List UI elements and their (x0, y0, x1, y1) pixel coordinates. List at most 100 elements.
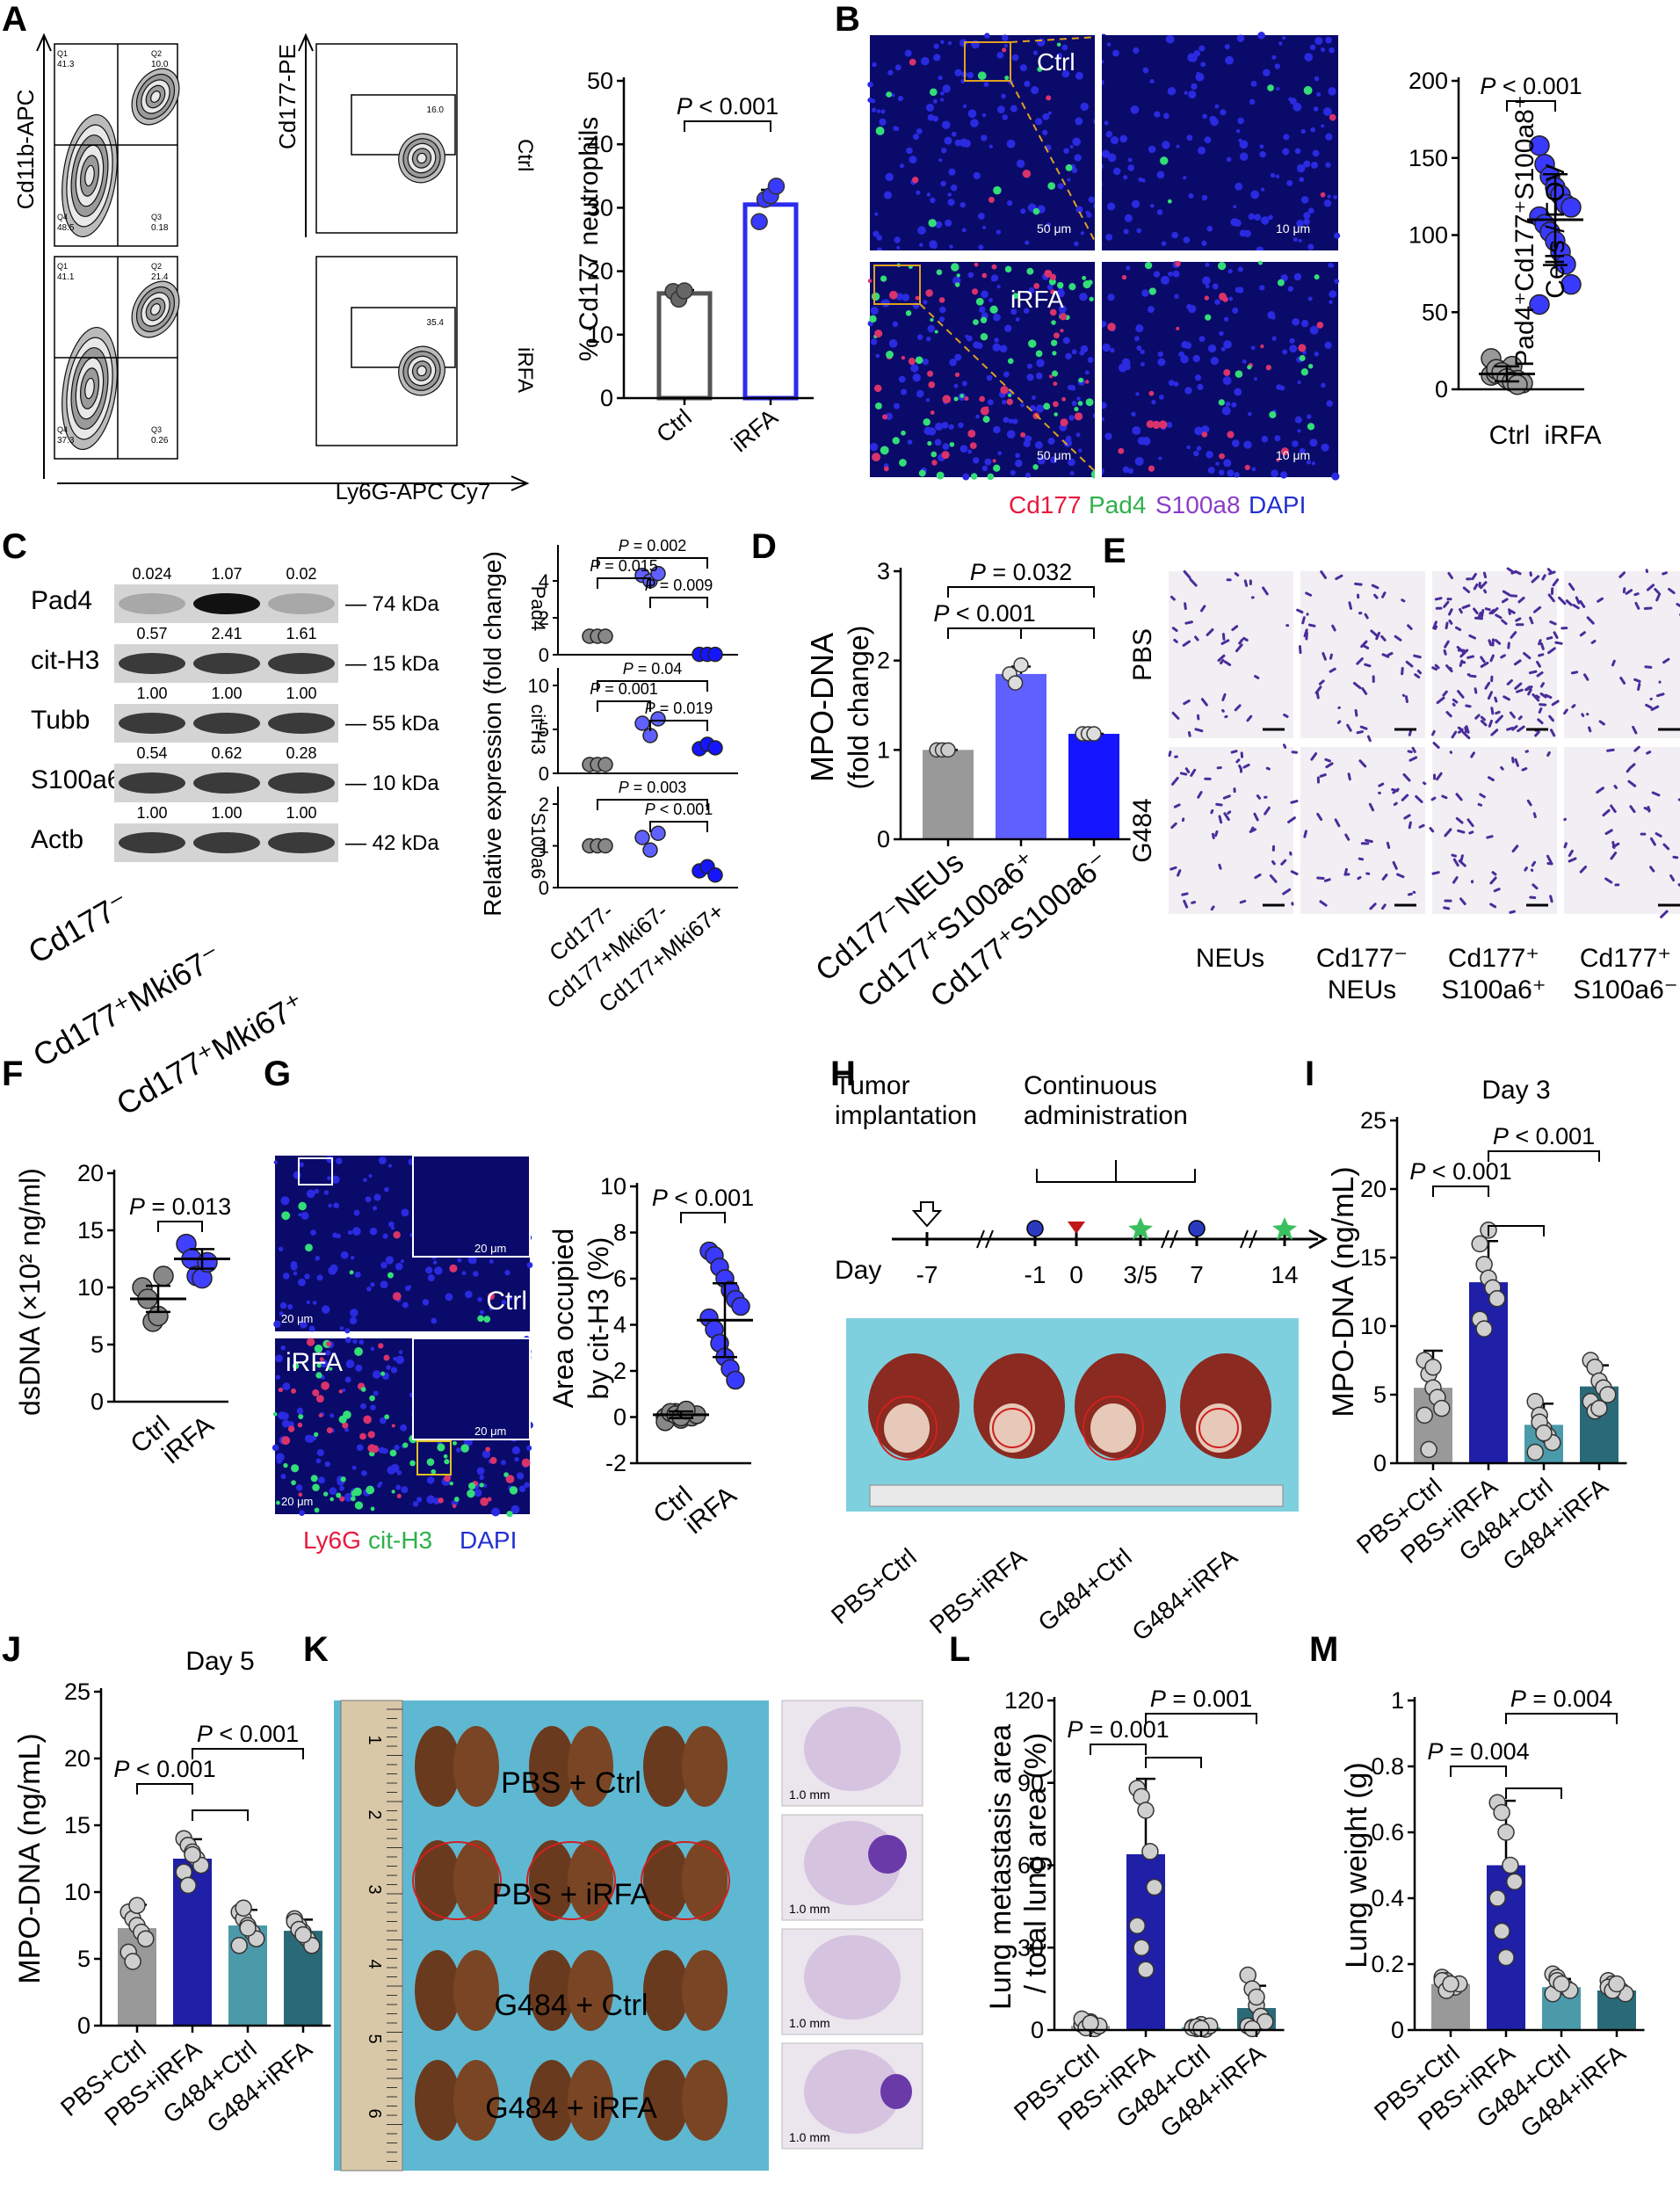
nucleus-dot (477, 1296, 482, 1302)
lung-lobe (643, 1726, 689, 1807)
cell-stroke (1365, 838, 1373, 844)
chart-d-data-point (940, 742, 956, 758)
nucleus-dot (1158, 456, 1162, 460)
marker-dot (350, 1496, 356, 1502)
nucleus-dot (983, 82, 989, 87)
nucleus-dot (1222, 376, 1232, 386)
nucleus-dot (290, 1263, 298, 1271)
cell-stroke (1501, 619, 1508, 626)
transwell-column-label: S100a6⁺ (1441, 975, 1546, 1004)
nucleus-dot (1293, 272, 1302, 281)
nucleus-dot (344, 1328, 351, 1334)
rel-data-point (634, 715, 650, 731)
blot-band (119, 653, 185, 674)
chart-g-ylabel-line2: by cit-H3 (%) (583, 1237, 614, 1400)
blot-band (268, 593, 335, 614)
marker-dot (1148, 390, 1155, 396)
cell-stroke (1466, 655, 1475, 659)
nucleus-dot (1016, 159, 1025, 168)
nucleus-dot (944, 136, 952, 145)
blot-band (193, 653, 260, 674)
rel-y-tick-label: 5 (539, 719, 549, 741)
marker-dot (871, 292, 880, 301)
marker-dot (974, 262, 979, 267)
cell-stroke (1458, 859, 1466, 867)
marker-dot (1258, 260, 1263, 265)
nucleus-dot (323, 1190, 329, 1195)
nucleus-dot (336, 1157, 343, 1164)
chart-m-y-tick-label: 0.8 (1371, 1753, 1404, 1780)
nucleus-dot (1131, 411, 1136, 417)
marker-dot (908, 358, 916, 366)
chart-a-x-label: Ctrl (651, 404, 696, 448)
chart-b-y-tick-label: 50 (1422, 299, 1448, 325)
nucleus-dot (1214, 104, 1220, 109)
blot-quant-value: 0.28 (286, 744, 316, 762)
nucleus-dot (1148, 145, 1156, 154)
nucleus-dot (282, 1382, 291, 1391)
chart-j-data-point (128, 1896, 146, 1914)
marker-dot (318, 1413, 323, 1418)
nucleus-dot (1287, 286, 1294, 293)
nucleus-dot (1168, 380, 1175, 387)
nucleus-dot (948, 424, 954, 430)
cell-stroke (1468, 830, 1474, 835)
chart-m-bracket (1505, 1713, 1618, 1724)
nucleus-dot (1140, 361, 1145, 367)
nucleus-dot (1243, 229, 1251, 238)
nucleus-dot (1314, 36, 1323, 46)
nucleus-dot (365, 1196, 372, 1203)
marker-dot (340, 1476, 346, 1483)
nucleus-dot (973, 457, 980, 464)
rel-data-point (650, 711, 666, 727)
blot-band (119, 772, 185, 794)
chart-f-y-tick-label: 5 (91, 1331, 104, 1358)
blot-row-label: Actb (31, 825, 83, 854)
rel-row-label: cit-H3 (527, 704, 549, 754)
chart-l-y-tick-label: 0 (1031, 2017, 1044, 2043)
nucleus-dot (898, 375, 906, 383)
nucleus-dot (984, 33, 990, 39)
marker-dot (1000, 386, 1009, 395)
marker-dot (959, 394, 965, 398)
nucleus-dot (1227, 469, 1235, 477)
chart-m-bracket (1450, 1766, 1507, 1777)
cell-stroke (1532, 812, 1537, 818)
timeline-arrow (1308, 1229, 1329, 1250)
nucleus-dot (1157, 358, 1166, 366)
chart-g-y-tick-label: 4 (613, 1312, 626, 1338)
rel-data-point (597, 837, 613, 854)
chart-f-ylabel: dsDNA (×10² ng/ml) (14, 1168, 46, 1416)
blot-row-label: cit-H3 (31, 646, 99, 675)
marker-dot (449, 1264, 458, 1273)
cell-stroke (1441, 794, 1448, 800)
panel-letter-c: C (2, 527, 27, 566)
chart-i-y-tick-label: 20 (1360, 1176, 1387, 1202)
transwell-image (1300, 746, 1427, 914)
marker-dot (283, 1462, 288, 1468)
nucleus-dot (1034, 441, 1043, 449)
cell-stroke (1484, 681, 1491, 690)
cell-stroke (1452, 876, 1459, 884)
chart-a-pvalue: P < 0.001 (677, 93, 778, 120)
chart-m-data-point (1553, 1975, 1570, 1993)
marker-dot (975, 297, 984, 306)
nucleus-dot (353, 1209, 360, 1216)
cell-stroke (1527, 688, 1532, 696)
nucleus-dot (1119, 134, 1128, 143)
chart-i-y-tick-label: 5 (1373, 1381, 1387, 1408)
nucleus-dot (1219, 330, 1224, 337)
rel-data-point (650, 825, 666, 841)
h-group-x-label: PBS+Ctrl (826, 1543, 922, 1629)
nucleus-dot (953, 383, 959, 388)
y-axis-arrow (36, 33, 52, 479)
cell-stroke (1242, 763, 1250, 769)
marker-dot (292, 1362, 300, 1370)
marker-dot (954, 372, 960, 378)
cell-stroke (1509, 609, 1516, 614)
nucleus-dot (384, 1186, 389, 1193)
chart-j-data-point (184, 1845, 201, 1864)
rel-y-tick-label: 0 (539, 877, 549, 899)
nucleus-dot (1278, 41, 1283, 46)
nucleus-dot (1205, 262, 1210, 267)
